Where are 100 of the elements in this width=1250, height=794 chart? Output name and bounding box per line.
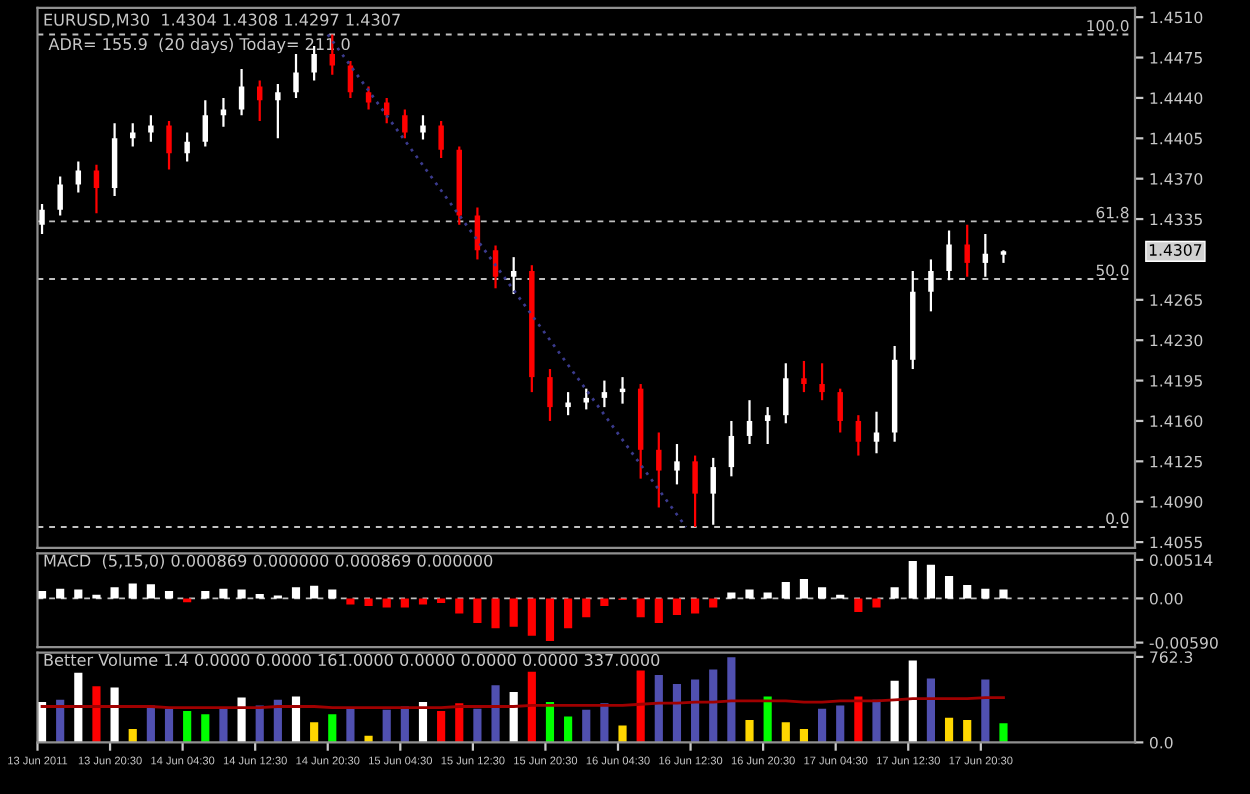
bar xyxy=(582,598,591,618)
bar xyxy=(944,717,954,743)
bar xyxy=(527,598,536,636)
bar xyxy=(999,589,1008,599)
bar xyxy=(400,598,409,608)
bar xyxy=(418,598,428,605)
bar xyxy=(709,669,718,743)
bar xyxy=(763,696,772,743)
bar xyxy=(564,598,573,629)
bar xyxy=(110,587,119,599)
bar xyxy=(999,723,1008,743)
bar xyxy=(527,671,536,743)
candlestick xyxy=(855,414,862,457)
bar xyxy=(890,587,899,599)
chart-title: Better Volume 1.4 0.0000 0.0000 161.0000 0.0000 0.0000 0.0000 337.0000 xyxy=(44,653,660,667)
candlestick xyxy=(601,379,608,409)
bar xyxy=(981,679,990,743)
bar xyxy=(128,583,137,599)
bar xyxy=(164,590,174,599)
bar xyxy=(382,709,391,743)
bar xyxy=(491,598,500,629)
candlestick xyxy=(710,456,716,526)
candlestick xyxy=(801,359,807,394)
chart-title: EURUSD,M30 1.4304 1.4308 1.4297 1.4307 xyxy=(44,13,400,28)
candlestick xyxy=(783,362,789,425)
bar xyxy=(654,598,663,624)
bar xyxy=(564,716,573,743)
bar xyxy=(618,725,627,743)
bar xyxy=(926,564,935,599)
bar xyxy=(382,598,391,608)
bar xyxy=(219,588,228,599)
chart-title: MACD (5,15,0) 0.000869 0.000000 0.000869 0.000000 xyxy=(44,554,493,569)
bar xyxy=(600,598,609,606)
candlestick xyxy=(928,258,934,313)
bar xyxy=(291,696,301,743)
bar xyxy=(183,710,192,743)
candlestick xyxy=(438,119,444,160)
candlestick xyxy=(39,202,45,236)
bar xyxy=(854,598,863,612)
bar xyxy=(146,584,155,599)
candlestick xyxy=(728,419,735,478)
bar xyxy=(981,588,990,599)
candlestick xyxy=(365,85,372,111)
bar xyxy=(908,660,917,743)
candlestick xyxy=(184,131,190,163)
candlestick xyxy=(202,99,209,148)
bar xyxy=(74,672,83,743)
bar xyxy=(727,592,736,599)
bar xyxy=(872,699,881,743)
bar xyxy=(727,657,736,743)
bar xyxy=(56,588,65,599)
candlestick xyxy=(656,431,662,509)
candlestick xyxy=(166,119,172,171)
bar xyxy=(237,697,246,743)
bar xyxy=(636,598,645,618)
bar xyxy=(346,598,355,605)
bar xyxy=(164,708,174,743)
bar xyxy=(672,684,682,743)
bar xyxy=(310,722,319,743)
bar xyxy=(310,585,319,599)
candlestick xyxy=(257,79,263,123)
candlestick xyxy=(510,256,517,296)
bar xyxy=(817,587,827,599)
bar xyxy=(654,675,663,743)
candlestick xyxy=(402,108,408,140)
candlestick xyxy=(547,367,553,423)
bar xyxy=(328,589,337,599)
bar xyxy=(110,687,119,743)
candlestick xyxy=(819,362,825,402)
bar xyxy=(291,587,301,599)
candlestick xyxy=(565,391,571,417)
bar xyxy=(491,685,500,743)
candlestick xyxy=(420,114,426,141)
bar xyxy=(346,708,355,743)
candlestick xyxy=(692,454,698,529)
bar xyxy=(237,589,246,599)
candlestick xyxy=(93,163,100,215)
bar xyxy=(709,598,718,608)
candlestick xyxy=(873,410,880,455)
bar xyxy=(364,598,373,606)
candlestick xyxy=(982,232,989,278)
bar xyxy=(437,710,446,743)
candlestick xyxy=(148,114,154,143)
bar xyxy=(944,575,954,599)
bar xyxy=(672,598,682,615)
bar xyxy=(926,678,935,743)
candlestick xyxy=(764,406,771,446)
bar xyxy=(908,560,917,599)
candlestick xyxy=(946,229,952,282)
bar xyxy=(473,598,482,624)
bar xyxy=(763,592,772,599)
candlestick xyxy=(837,387,843,434)
bar xyxy=(691,679,700,743)
candlestick xyxy=(275,82,281,140)
bar xyxy=(201,714,210,743)
bar xyxy=(817,708,827,743)
bar xyxy=(74,589,83,599)
bar xyxy=(745,589,754,599)
candlestick xyxy=(220,96,227,128)
bar xyxy=(745,719,754,743)
